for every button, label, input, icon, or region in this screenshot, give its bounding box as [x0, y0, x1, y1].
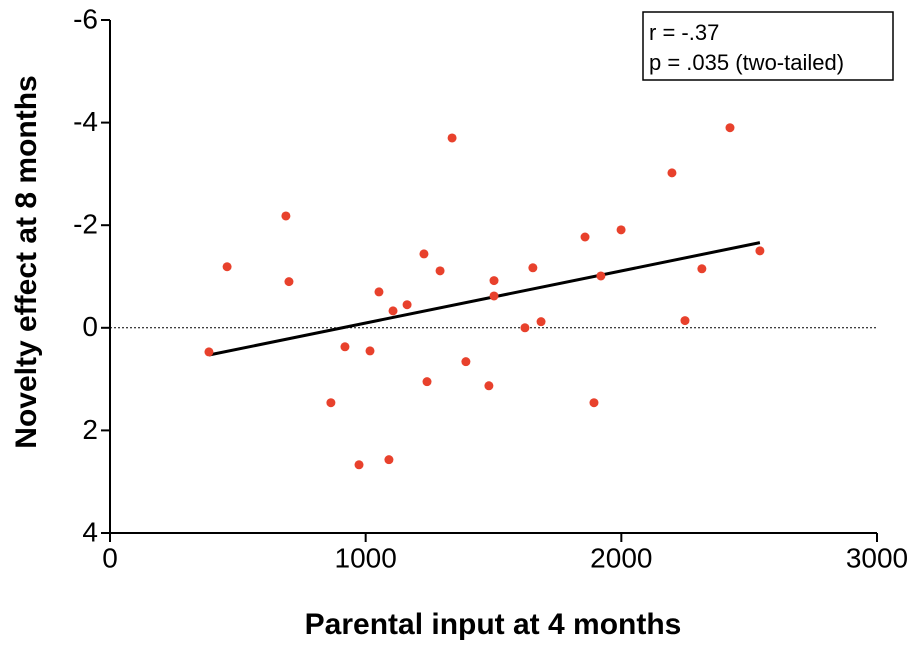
y-tick-label: -2: [73, 209, 98, 240]
point: [755, 246, 765, 256]
point: [422, 377, 432, 387]
point: [384, 455, 394, 465]
point: [589, 398, 599, 408]
point: [365, 346, 375, 356]
point: [461, 357, 471, 367]
point: [435, 266, 445, 276]
x-tick-label: 3000: [846, 542, 908, 573]
point: [596, 271, 606, 281]
point: [222, 262, 232, 272]
point: [580, 232, 590, 242]
point: [281, 211, 291, 221]
point: [616, 225, 626, 235]
y-tick-label: 0: [82, 311, 98, 342]
y-axis-label: Novelty effect at 8 months: [10, 75, 43, 448]
x-tick-label: 2000: [590, 542, 652, 573]
y-tick-label: -6: [73, 3, 98, 34]
point: [697, 264, 707, 274]
y-tick-label: -4: [73, 106, 98, 137]
x-axis-label: Parental input at 4 months: [305, 608, 682, 641]
point: [484, 381, 494, 391]
point: [326, 398, 336, 408]
annotation-box: [642, 11, 894, 81]
point: [489, 291, 499, 301]
point: [284, 277, 294, 287]
point: [388, 306, 398, 316]
y-tick-label: 4: [82, 516, 98, 547]
point: [520, 323, 530, 333]
point: [340, 342, 350, 352]
point: [528, 263, 538, 273]
y-tick-label: 2: [82, 414, 98, 445]
point: [667, 168, 677, 178]
annotation: p = .035 (two-tailed): [649, 50, 844, 75]
point: [725, 123, 735, 133]
point: [402, 300, 412, 310]
point: [374, 287, 384, 297]
x-tick-label: 1000: [335, 542, 397, 573]
annotation: r = -.37: [649, 20, 719, 45]
point: [447, 133, 457, 143]
point: [354, 460, 364, 470]
point: [419, 249, 429, 259]
point: [489, 276, 499, 286]
point: [680, 316, 690, 326]
fit-line: [208, 241, 761, 357]
point: [536, 317, 546, 327]
x-tick-label: 0: [102, 542, 118, 573]
point: [204, 347, 214, 357]
